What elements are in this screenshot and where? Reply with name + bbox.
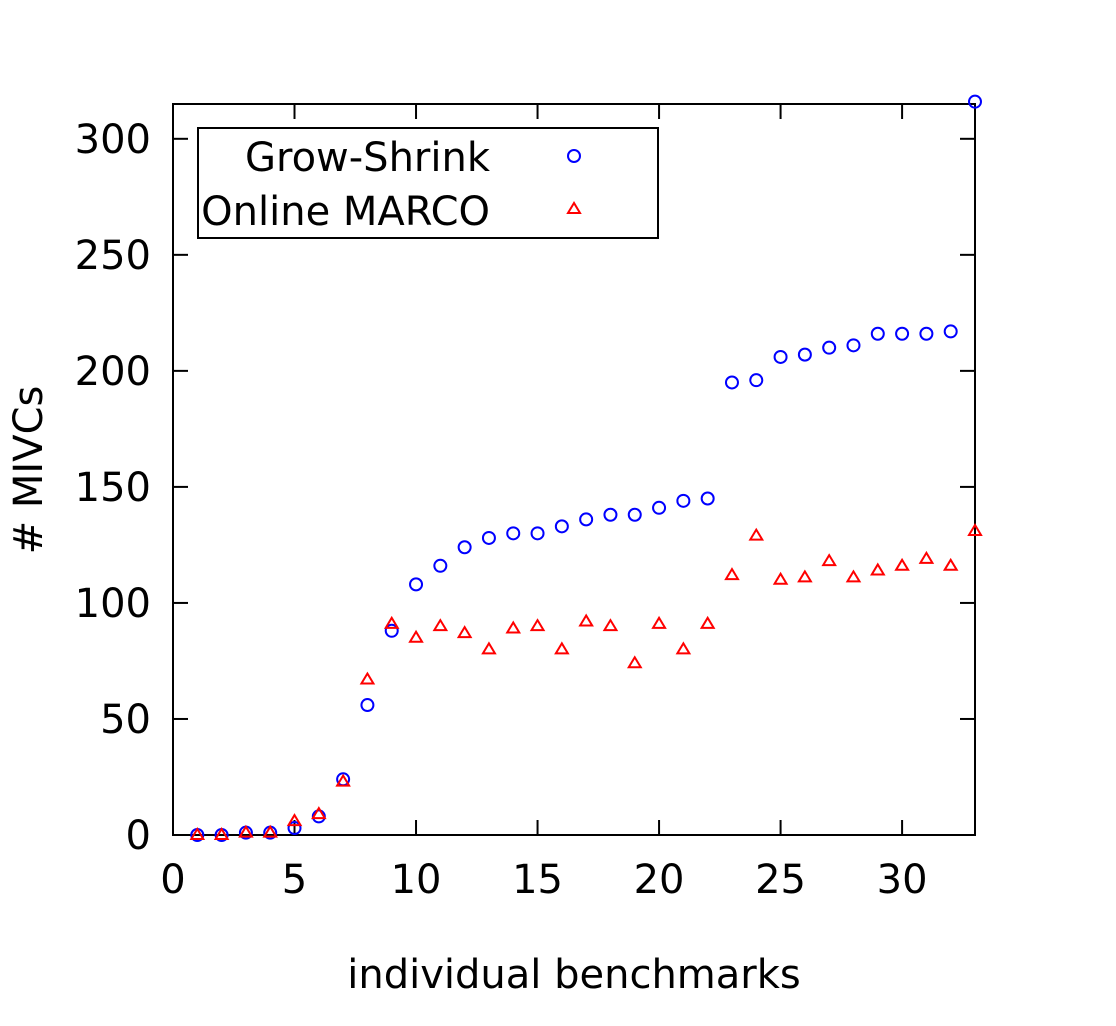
data-point [189,827,206,840]
y-tick-label: 100 [75,581,151,627]
data-point [968,94,982,109]
data-point [626,655,643,669]
legend-marker-grow-shrink [567,149,581,163]
data-point [262,824,278,838]
series-circle [190,94,982,842]
data-point [481,641,497,655]
y-tick-label: 250 [75,233,151,279]
data-point [456,625,473,639]
data-point [943,324,958,339]
x-tick-label: 0 [160,857,185,903]
data-point [846,338,861,353]
data-point [870,326,885,341]
legend-box [197,127,659,239]
series-triangle [189,523,983,840]
data-point [870,562,886,576]
legend-marker-online-marco [566,201,582,214]
data-point [481,530,496,545]
legend-markers [566,149,582,214]
y-tick-label: 0 [126,813,151,859]
data-point [652,500,667,515]
data-point [383,615,400,629]
data-point [822,340,837,355]
y-axis-title: # MIVCs [6,386,52,555]
data-point [433,558,448,573]
x-axis-title: individual benchmarks [347,952,800,998]
data-point [213,827,230,840]
x-tick-label: 5 [282,857,307,903]
data-point [700,491,715,506]
data-point [287,821,302,836]
data-point [651,615,667,629]
data-point [967,523,983,536]
data-point [699,615,716,629]
data-point [895,326,910,341]
y-tick-label: 150 [75,465,151,511]
data-point [724,375,739,390]
data-point [919,326,934,341]
data-point [408,629,424,643]
data-point [506,526,521,541]
data-point [918,550,935,564]
data-point [529,618,546,632]
data-point [505,620,522,634]
data-point [602,618,619,632]
data-point [384,623,399,638]
y-tick-label: 200 [75,349,151,395]
data-point [530,526,545,541]
data-point [675,641,692,655]
x-tick-label: 20 [634,857,685,903]
data-point [286,813,303,827]
plot-frame [172,103,976,836]
data-point [603,507,618,522]
data-point [359,671,376,685]
data-points [189,94,983,842]
legend-label-grow-shrink: Grow-Shrink [245,135,491,181]
data-point [409,577,424,592]
data-point [579,512,594,527]
data-point [554,641,570,655]
data-point [311,806,327,820]
axis-ticks [172,104,975,836]
x-tick-label: 25 [755,857,806,903]
x-tick-label: 10 [391,857,442,903]
data-point [724,567,740,581]
data-point [748,527,765,541]
data-point [238,824,254,838]
data-point [797,347,812,362]
data-point [627,507,642,522]
legend-label-online-marco: Online MARCO [201,189,490,235]
data-point [554,519,569,534]
data-point [335,773,351,787]
data-point [676,493,691,508]
x-tick-label: 15 [512,857,563,903]
data-point [894,557,910,571]
data-point [749,373,764,388]
data-point [457,540,472,555]
data-point [578,613,594,627]
data-point [773,349,788,364]
data-point [772,571,789,585]
legend: Grow-Shrink Online MARCO [197,127,659,239]
data-point [845,569,862,583]
data-point [797,569,813,583]
data-point [942,557,959,571]
y-tick-label: 50 [100,697,151,743]
data-point [432,618,449,632]
data-point [360,698,375,713]
data-point [821,553,837,567]
x-tick-label: 30 [877,857,928,903]
y-tick-label: 300 [75,117,151,163]
